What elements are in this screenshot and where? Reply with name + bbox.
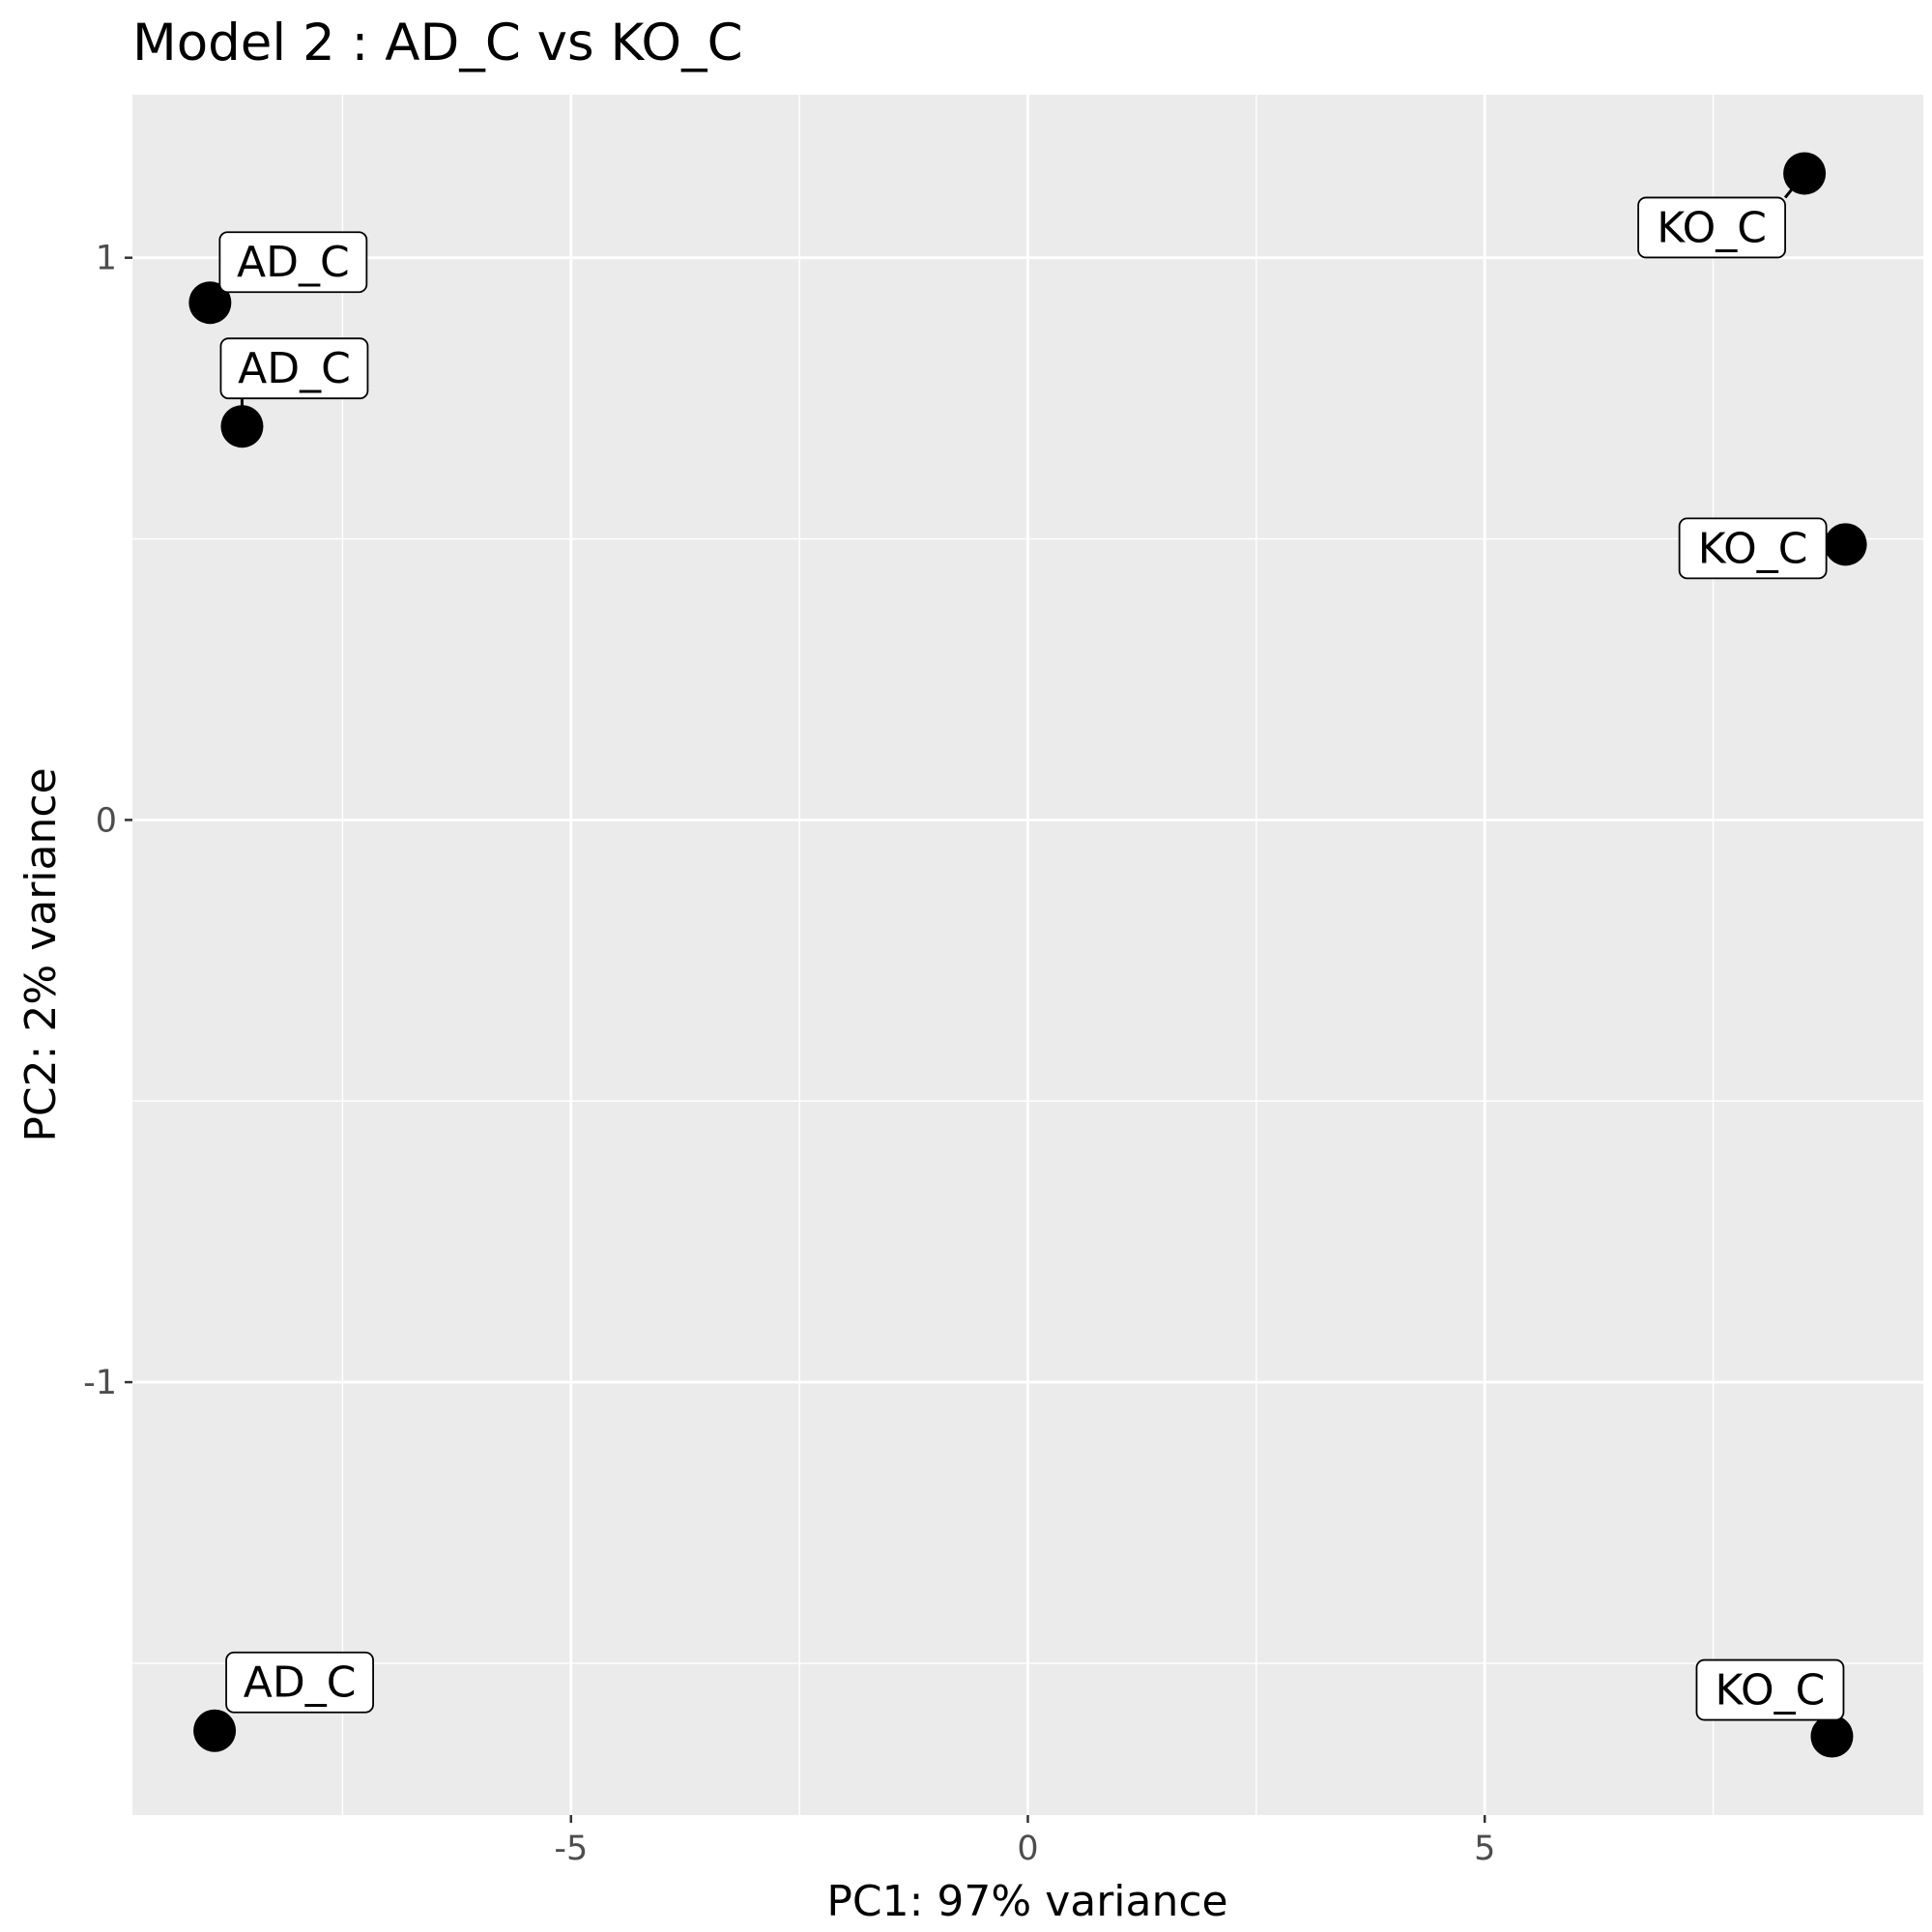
point-label-box bbox=[225, 1651, 374, 1714]
y-tick-label: 0 bbox=[96, 801, 117, 840]
grid-lines bbox=[132, 95, 1923, 1815]
y-tick-label: -1 bbox=[83, 1364, 117, 1402]
point-label: AD_C bbox=[238, 344, 351, 393]
x-tick-label: -5 bbox=[554, 1830, 588, 1868]
data-point bbox=[193, 1709, 237, 1752]
y-tick-label: 1 bbox=[96, 240, 117, 278]
point-label-box bbox=[219, 337, 369, 400]
point-label: KO_C bbox=[1698, 524, 1808, 573]
x-tick-label: 5 bbox=[1474, 1830, 1495, 1868]
point-label-box bbox=[1637, 196, 1786, 259]
data-point bbox=[1810, 1715, 1854, 1758]
point-label: AD_C bbox=[237, 238, 350, 287]
point-labels: AD_C AD_C AD_C KO_C KO_C KO_C bbox=[218, 172, 1845, 1721]
point-label: KO_C bbox=[1716, 1666, 1826, 1716]
x-axis-title: PC1: 97% variance bbox=[826, 1877, 1227, 1926]
point-label: AD_C bbox=[244, 1658, 357, 1708]
label-connector bbox=[1783, 172, 1806, 199]
data-point bbox=[1824, 523, 1867, 566]
chart-title: Model 2 : AD_C vs KO_C bbox=[132, 14, 743, 72]
point-label-box bbox=[218, 231, 368, 294]
point-label-box bbox=[1678, 517, 1828, 580]
point-label-box bbox=[1695, 1658, 1845, 1721]
point-label: KO_C bbox=[1657, 203, 1767, 252]
y-axis-title: PC2: 2% variance bbox=[16, 767, 66, 1141]
x-tick-label: 0 bbox=[1017, 1830, 1038, 1868]
data-point bbox=[188, 281, 232, 325]
axes: -5 0 5 -1 0 1 bbox=[83, 240, 1495, 1868]
